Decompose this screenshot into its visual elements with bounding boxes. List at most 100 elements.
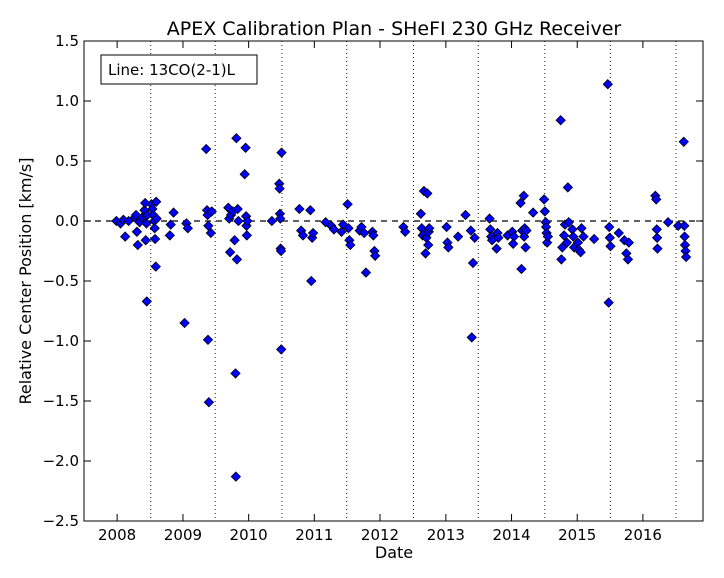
data-point <box>491 243 502 254</box>
data-point <box>297 230 309 241</box>
data-point <box>149 223 160 234</box>
data-point <box>651 194 662 205</box>
x-tick-label: 2016 <box>624 526 662 544</box>
data-point <box>233 215 244 227</box>
data-point <box>165 219 176 230</box>
data-point <box>140 235 151 246</box>
data-point <box>205 227 217 239</box>
data-point <box>420 248 431 259</box>
data-point <box>555 115 566 126</box>
data-point <box>400 226 411 237</box>
x-tick-label: 2008 <box>98 526 136 544</box>
data-point <box>651 232 663 243</box>
season-boundary-lines <box>150 41 677 521</box>
data-point <box>182 223 193 234</box>
legend-annotation: Line: 13CO(2-1)L <box>108 61 236 79</box>
data-point <box>520 242 531 253</box>
data-point <box>241 230 253 241</box>
data-point <box>230 368 241 379</box>
data-point <box>652 243 663 254</box>
data-point <box>120 231 131 242</box>
y-tick-label: −0.5 <box>43 272 79 290</box>
data-point <box>578 231 589 242</box>
data-point <box>242 215 253 227</box>
y-tick-label: 0.5 <box>55 152 79 170</box>
y-tick-label: 1.0 <box>55 92 79 110</box>
data-point <box>561 237 573 248</box>
data-points <box>111 79 692 482</box>
data-point <box>623 237 635 248</box>
data-point <box>422 188 433 199</box>
data-point <box>527 207 539 218</box>
data-point <box>224 247 236 258</box>
data-point <box>678 136 689 147</box>
y-tick-label: −2.5 <box>43 512 79 530</box>
data-point <box>230 471 242 482</box>
data-point <box>232 203 243 215</box>
data-point <box>276 147 287 158</box>
data-point <box>306 275 317 287</box>
data-point <box>556 254 567 265</box>
data-point <box>562 182 574 193</box>
data-point <box>328 224 340 235</box>
data-point <box>343 223 354 234</box>
data-point <box>466 332 477 343</box>
data-point <box>149 233 161 245</box>
legend: Line: 13CO(2-1)L <box>100 54 258 85</box>
data-point <box>231 133 242 144</box>
data-point <box>229 235 240 246</box>
data-point <box>179 317 190 329</box>
data-point <box>359 227 370 239</box>
data-point <box>575 247 586 258</box>
x-tick-label: 2009 <box>164 526 202 544</box>
data-point <box>294 203 305 215</box>
data-point <box>605 241 616 252</box>
x-tick-label: 2010 <box>230 526 268 544</box>
y-axis-label: Relative Center Position [km/s] <box>16 158 35 405</box>
data-point <box>518 190 529 201</box>
x-axis-ticks: 2008 2009 2010 2011 2012 2013 2014 2015 2016 <box>98 41 662 544</box>
chart-title: APEX Calibration Plan - SHeFI 230 GHz Re… <box>167 18 622 40</box>
data-point <box>202 334 214 345</box>
data-point <box>516 263 527 275</box>
x-tick-label: 2013 <box>427 526 465 544</box>
data-point <box>150 261 161 272</box>
data-point <box>206 206 217 217</box>
data-point <box>275 213 286 224</box>
data-point <box>602 79 613 90</box>
data-point <box>613 227 624 239</box>
data-point <box>680 251 692 263</box>
data-point <box>542 237 553 248</box>
data-point <box>508 231 520 242</box>
data-point <box>467 257 479 269</box>
data-point <box>275 245 287 257</box>
data-point <box>576 223 587 234</box>
data-point <box>622 254 634 265</box>
data-point <box>345 239 356 251</box>
data-point <box>558 230 570 241</box>
data-point <box>240 142 251 153</box>
data-point <box>679 220 690 231</box>
data-point <box>305 205 316 216</box>
data-point <box>424 223 435 234</box>
data-point <box>231 254 243 265</box>
data-point <box>151 213 162 224</box>
data-point <box>342 199 353 210</box>
y-tick-label: −1.0 <box>43 332 79 350</box>
data-point <box>423 239 434 251</box>
data-point <box>469 232 480 243</box>
data-point <box>141 218 152 229</box>
data-point <box>568 231 579 242</box>
data-point <box>465 225 477 236</box>
data-point <box>662 217 674 228</box>
data-point <box>521 225 532 236</box>
data-point <box>239 169 250 180</box>
data-point <box>168 207 179 218</box>
x-axis-label: Date <box>375 543 413 562</box>
data-point <box>651 224 662 235</box>
data-point <box>679 231 690 242</box>
data-point <box>164 230 175 241</box>
data-point <box>443 242 454 253</box>
data-point <box>515 197 526 209</box>
